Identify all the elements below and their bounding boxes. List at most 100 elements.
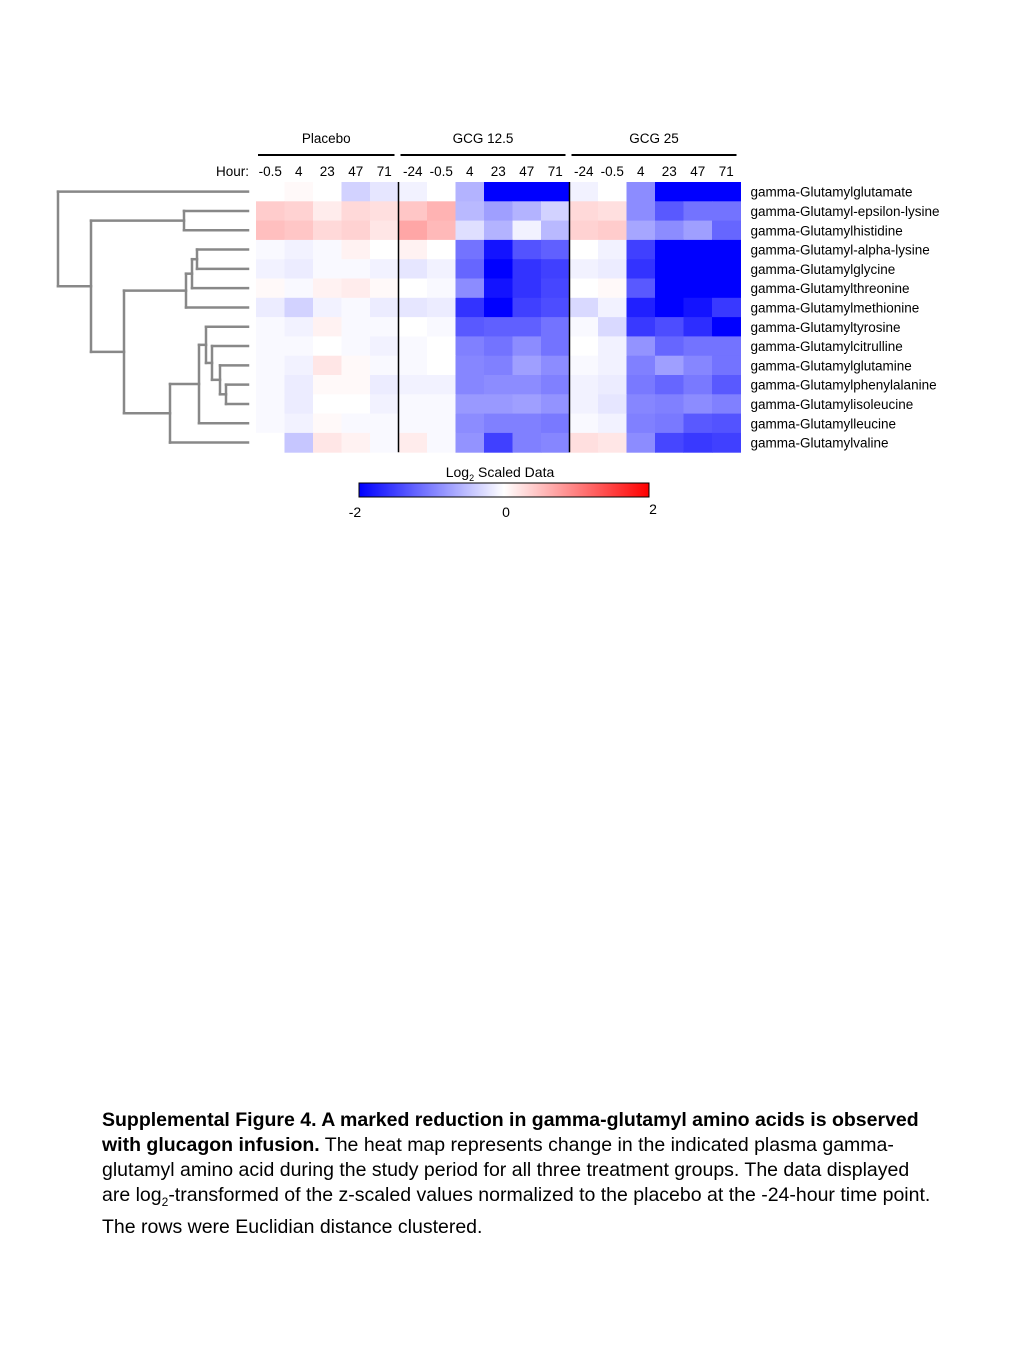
heatmap-cell bbox=[370, 413, 399, 434]
heatmap-cell bbox=[398, 413, 428, 434]
heatmap-cell bbox=[626, 432, 656, 453]
heatmap-cell bbox=[626, 413, 656, 434]
heatmap-cell bbox=[541, 201, 570, 222]
row-label: gamma-Glutamylphenylalanine bbox=[751, 378, 937, 393]
column-label: -0.5 bbox=[259, 164, 282, 179]
column-label: 23 bbox=[491, 164, 506, 179]
heatmap-cell bbox=[370, 336, 399, 357]
heatmap-cell bbox=[598, 355, 627, 376]
heatmap-cell bbox=[655, 355, 684, 376]
heatmap-cell bbox=[256, 220, 285, 241]
heatmap-cell bbox=[712, 201, 741, 222]
row-label: gamma-Glutamylglutamine bbox=[751, 358, 912, 373]
heatmap-cell bbox=[484, 220, 513, 241]
heatmap-cell bbox=[512, 432, 542, 453]
heatmap-cell bbox=[655, 278, 684, 299]
heatmap-cell bbox=[484, 355, 513, 376]
heatmap-cell bbox=[683, 336, 713, 357]
heatmap-cell bbox=[626, 278, 656, 299]
heatmap-cell bbox=[598, 201, 627, 222]
column-label: 47 bbox=[690, 164, 705, 179]
heatmap-cell bbox=[512, 355, 542, 376]
heatmap-cell bbox=[256, 336, 285, 357]
heatmap-cell bbox=[484, 413, 513, 434]
heatmap-cell bbox=[541, 355, 570, 376]
column-label: -24 bbox=[574, 164, 594, 179]
heatmap-cell bbox=[512, 239, 542, 260]
heatmap-cell bbox=[313, 394, 342, 415]
heatmap-cell bbox=[455, 201, 485, 222]
heatmap-cell bbox=[313, 432, 342, 453]
heatmap-cell bbox=[370, 432, 399, 453]
row-label: gamma-Glutamylmethionine bbox=[751, 300, 920, 315]
heatmap-cell bbox=[683, 239, 713, 260]
row-label: gamma-Glutamylvaline bbox=[751, 436, 889, 451]
heatmap-cell bbox=[598, 336, 627, 357]
column-label: 23 bbox=[662, 164, 677, 179]
heatmap-cell bbox=[455, 394, 485, 415]
heatmap-cell bbox=[541, 394, 570, 415]
hour-label: Hour: bbox=[216, 164, 249, 179]
heatmap-cell bbox=[626, 220, 656, 241]
heatmap-cell bbox=[655, 413, 684, 434]
column-label: 4 bbox=[466, 164, 474, 179]
heatmap-cell bbox=[626, 375, 656, 395]
colorbar-gradient bbox=[358, 482, 650, 498]
heatmap-cell bbox=[683, 297, 713, 318]
heatmap-cell bbox=[398, 297, 428, 318]
heatmap-cell bbox=[683, 259, 713, 279]
row-label: gamma-Glutamylisoleucine bbox=[751, 397, 914, 412]
heatmap-cell bbox=[626, 239, 656, 260]
heatmap-cell bbox=[712, 297, 741, 318]
heatmap-cell bbox=[455, 239, 485, 260]
heatmap-cell bbox=[512, 201, 542, 222]
caption-subscript: 2 bbox=[161, 1194, 169, 1209]
heatmap-cell bbox=[284, 278, 314, 299]
heatmap-cell bbox=[655, 297, 684, 318]
heatmap-cell bbox=[569, 297, 599, 318]
heatmap-cell bbox=[712, 182, 741, 202]
heatmap-cell bbox=[313, 220, 342, 241]
heatmap-cell bbox=[284, 182, 314, 202]
heatmap-cell bbox=[455, 278, 485, 299]
heatmap-cell bbox=[284, 259, 314, 279]
row-label: gamma-Glutamylthreonine bbox=[751, 281, 910, 296]
heatmap-cell bbox=[512, 278, 542, 299]
heatmap-cell bbox=[512, 413, 542, 434]
column-label: 71 bbox=[548, 164, 563, 179]
heatmap-cell bbox=[427, 182, 456, 202]
heatmap-cell bbox=[455, 375, 485, 395]
colorbar: Log2 Scaled Data -2 0 2 bbox=[349, 464, 657, 520]
heatmap-cell bbox=[712, 413, 741, 434]
heatmap-cell bbox=[683, 394, 713, 415]
row-label: gamma-Glutamylhistidine bbox=[751, 223, 903, 238]
heatmap-cell bbox=[427, 413, 456, 434]
heatmap-cell bbox=[370, 394, 399, 415]
heatmap-cell bbox=[541, 375, 570, 395]
heatmap-cell bbox=[683, 220, 713, 241]
heatmap-cell bbox=[284, 394, 314, 415]
colorbar-tick-mid: 0 bbox=[502, 504, 510, 520]
caption-text-2: -transformed of the z-scaled values norm… bbox=[102, 1184, 931, 1238]
heatmap-cell bbox=[341, 220, 371, 241]
heatmap-cell bbox=[427, 239, 456, 260]
heatmap-cell bbox=[484, 182, 513, 202]
heatmap-cell bbox=[512, 220, 542, 241]
column-label: 4 bbox=[637, 164, 645, 179]
heatmap-cell bbox=[598, 413, 627, 434]
heatmap-cell bbox=[655, 317, 684, 337]
heatmap-cell bbox=[313, 239, 342, 260]
heatmap-cell bbox=[398, 239, 428, 260]
heatmap-cell bbox=[683, 375, 713, 395]
heatmap-cell bbox=[256, 413, 285, 434]
heatmap-cell bbox=[341, 239, 371, 260]
heatmap-cell bbox=[541, 336, 570, 357]
heatmap-cell bbox=[370, 182, 399, 202]
heatmap-cell bbox=[569, 220, 599, 241]
heatmap-cell bbox=[541, 259, 570, 279]
heatmap-cell bbox=[313, 278, 342, 299]
heatmap-cell bbox=[512, 317, 542, 337]
heatmap-cell bbox=[256, 278, 285, 299]
row-labels: gamma-Glutamylglutamate gamma-Glutamyl-ep… bbox=[751, 185, 940, 451]
heatmap-cell bbox=[284, 336, 314, 357]
